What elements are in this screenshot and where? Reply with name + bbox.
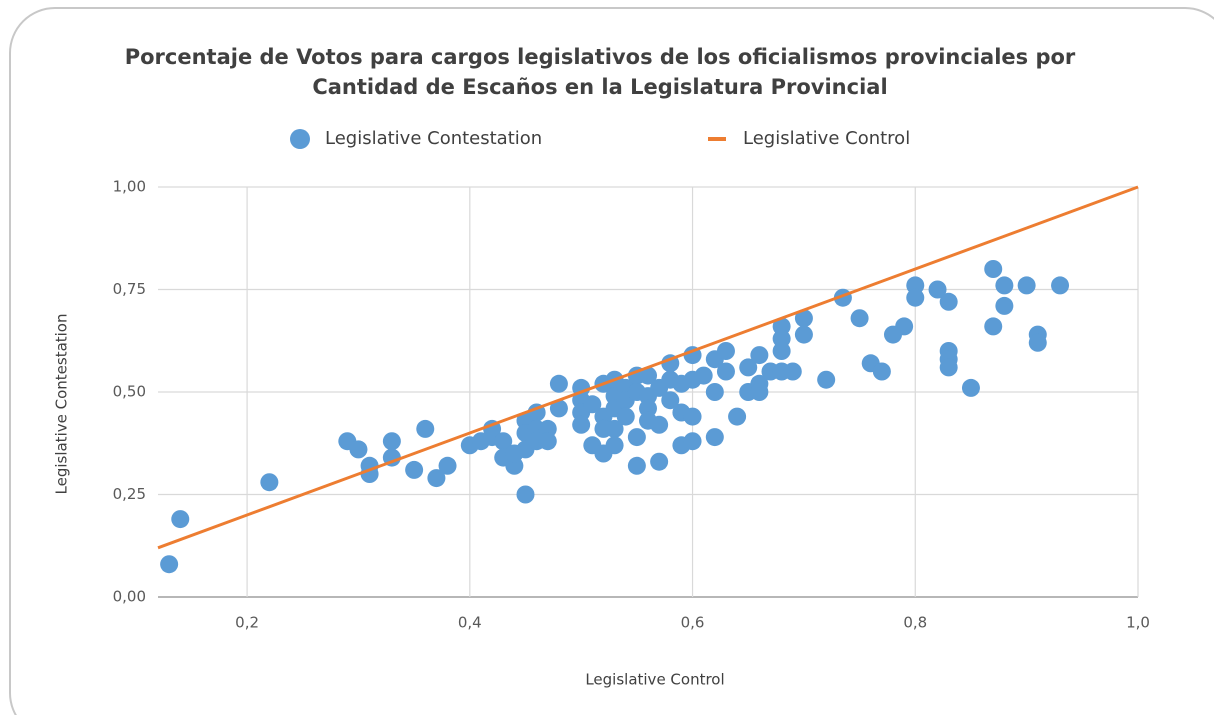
scatter-point: [783, 362, 802, 381]
scatter-point: [705, 383, 724, 401]
scatter-point: [705, 428, 724, 447]
scatter-point: [772, 342, 791, 360]
scatter-point: [605, 419, 624, 438]
x-tick-label: 0,4: [458, 614, 482, 632]
scatter-point: [961, 378, 980, 397]
scatter-point: [817, 370, 836, 389]
scatter-point: [1017, 276, 1036, 295]
scatter-point: [794, 325, 813, 344]
scatter-point: [349, 440, 368, 459]
scatter-point: [694, 366, 713, 385]
y-tick-label: 0,50: [113, 383, 146, 401]
scatter-point: [984, 317, 1003, 336]
scatter-point: [772, 317, 791, 336]
scatter-point: [639, 399, 657, 418]
legend-marker: [290, 129, 310, 149]
scatter-point: [928, 280, 947, 299]
scatter-point: [995, 296, 1014, 315]
scatter-point: [605, 436, 624, 455]
line: [157, 185, 1139, 550]
x-axis-label: Legislative Control: [585, 671, 724, 689]
scatter-point: [939, 292, 958, 311]
x-tick-label: 0,6: [681, 614, 705, 632]
y-tick-label: 0,00: [113, 588, 146, 606]
scatter-point: [739, 358, 758, 377]
scatter-point: [984, 260, 1003, 278]
scatter-point: [1051, 276, 1070, 295]
scatter-point: [716, 362, 735, 381]
scatter-point: [627, 428, 646, 447]
scatter-point: [750, 346, 769, 365]
scatter-point: [995, 276, 1014, 295]
scatter-point: [171, 510, 190, 529]
scatter-point: [627, 456, 646, 475]
scatter-point: [416, 419, 435, 438]
scatter-point: [939, 358, 958, 377]
scatter-point: [872, 362, 891, 381]
legend-label: Legislative Control: [743, 128, 910, 149]
scatter-point: [683, 432, 702, 451]
scatter-point: [650, 415, 669, 434]
legend-label: Legislative Contestation: [325, 128, 542, 149]
scatter-point: [794, 309, 813, 328]
scatter-point: [906, 288, 925, 307]
scatter-point: [538, 419, 557, 438]
scatter-point: [572, 415, 591, 434]
y-axis-label: Legislative Contestation: [53, 314, 71, 495]
scatter-point: [895, 317, 914, 336]
y-tick-label: 0,25: [113, 485, 146, 503]
scatter-point: [405, 460, 424, 479]
scatter-point: [494, 432, 513, 451]
scatter-point: [382, 432, 401, 451]
scatter-point: [260, 473, 279, 492]
y-tick-label: 1,00: [113, 178, 146, 196]
x-tick-label: 0,2: [235, 614, 259, 632]
scatter-point: [716, 342, 735, 360]
scatter-point: [772, 329, 791, 348]
scatter-point: [549, 374, 568, 393]
scatter-point: [505, 456, 524, 475]
scatter-point: [1028, 333, 1047, 352]
scatter-point: [616, 407, 635, 426]
scatter-point: [650, 452, 669, 471]
scatter-point: [728, 407, 747, 426]
card: [9, 7, 1214, 715]
scatter-point: [906, 276, 925, 295]
scatter-point: [549, 399, 568, 418]
scatter-point: [661, 391, 680, 410]
chart-title: Cantidad de Escaños en la Legislatura Pr…: [312, 75, 887, 99]
scatter-point: [683, 407, 702, 426]
y-tick-label: 0,75: [113, 280, 146, 298]
scatter-point: [538, 432, 557, 451]
scatter-point: [427, 469, 446, 488]
scatter-point: [583, 395, 602, 414]
x-tick-label: 0,8: [903, 614, 927, 632]
scatter-point: [516, 485, 535, 504]
scatter-point: [639, 366, 657, 385]
scatter-point: [750, 383, 769, 401]
x-tick-label: 1,0: [1126, 614, 1150, 632]
chart-title: Porcentaje de Votos para cargos legislat…: [125, 45, 1076, 69]
scatter-point: [160, 555, 179, 574]
scatter-point: [850, 309, 869, 328]
scatter-point: [438, 456, 457, 475]
